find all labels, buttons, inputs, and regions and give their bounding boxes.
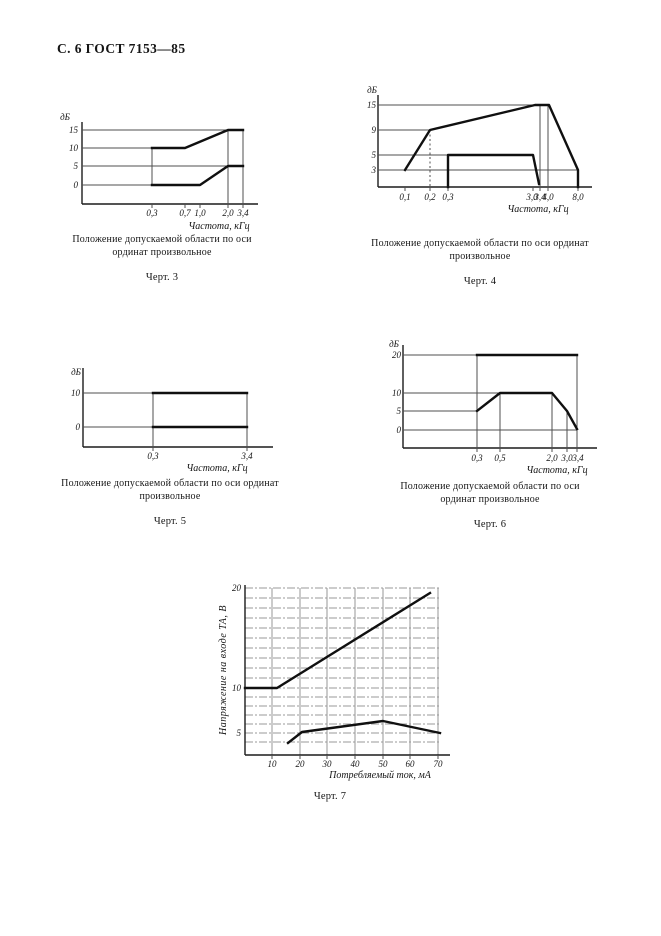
y-unit-label: дБ [389,339,400,349]
figure-label: Черт. 3 [145,272,179,283]
y-unit-label: дБ [60,112,71,122]
x-tick-label: 0,3 [147,451,159,461]
y-tick-label: 20 [232,583,242,593]
figure-label: Черт. 7 [313,791,347,802]
y-tick-label: 0 [76,422,81,432]
y-tick-label: 3 [371,165,377,175]
y-tick-label: 0 [397,425,402,435]
x-axis-label: Частота, кГц [526,465,587,476]
figure-label: Черт. 5 [153,516,187,527]
x-tick-label: 10 [268,759,278,769]
y-tick-label: 5 [372,150,377,160]
figure-4-chart: дБ 15 9 5 3 0,1 0,2 0,3 3,0 3,4 4,0 8,0 Частота, кГц [358,83,598,223]
x-tick-label: 2,0 [222,208,234,218]
y-tick-label: 0 [74,180,79,190]
x-tick-label: 20 [296,759,306,769]
x-axis-label: Частота, кГц [186,463,247,474]
caption-line: ординат произвольное [112,247,212,258]
figure-4-caption: Положение допускаемой области по оси орд… [359,237,601,288]
caption-line: ординат произвольное [440,494,540,505]
x-tick-label: 4,0 [542,192,554,202]
y-tick-label: 10 [232,683,242,693]
page-header: С. 6 ГОСТ 7153—85 [57,41,186,56]
x-tick-label: 3,4 [236,208,249,218]
y-tick-label: 10 [392,388,402,398]
y-tick-label: 10 [71,388,81,398]
x-tick-label: 0,1 [399,192,410,202]
upper-limit-line [403,103,580,189]
x-tick-label: 3,0 [560,453,573,463]
upper-limit-line [150,128,245,150]
y-axis-label: Напряжение на входе ТА, В [218,605,229,736]
x-tick-label: 1,0 [194,208,206,218]
x-tick-label: 0,3 [442,192,454,202]
figure-label: Черт. 4 [463,276,497,287]
x-tick-label: 2,0 [546,453,558,463]
y-tick-label: 15 [69,125,79,135]
x-tick-label: 0,3 [471,453,483,463]
x-tick-label: 40 [351,759,361,769]
figure-5-caption: Положение допускаемой области по оси орд… [50,477,290,528]
x-axis-label: Потребляемый ток, мА [328,770,432,781]
y-tick-label: 5 [397,406,402,416]
x-tick-label: 70 [434,759,444,769]
x-tick-label: 3,4 [571,453,584,463]
y-tick-label: 5 [74,161,79,171]
caption-line: Положение допускаемой области по оси [72,234,252,245]
figure-6-chart: дБ 20 10 5 0 0,3 0,5 2,0 3,0 3,4 Частота, кГц [385,335,600,480]
x-tick-label: 0,3 [146,208,158,218]
figure-5-chart: дБ 10 0 0,3 3,4 Частота, кГц [55,360,280,480]
x-tick-label: 0,2 [424,192,436,202]
upper-curve [243,591,432,690]
x-tick-label: 0,5 [494,453,506,463]
x-tick-label: 3,4 [533,192,546,202]
x-axis-label: Частота, кГц [507,204,568,215]
lower-limit-line [446,153,541,189]
figure-label: Черт. 6 [473,519,507,530]
figure-7-chart: 20 10 5 10 20 30 40 50 60 70 Потребляемый ток, мА Н… [210,575,462,790]
figure-3-chart: дБ 15 10 5 0 0,3 0,7 1,0 2,0 3,4 Частота, кГц [52,100,267,235]
y-unit-label: дБ [367,85,378,95]
y-tick-label: 20 [392,350,402,360]
y-unit-label: дБ [71,367,82,377]
figure-6-caption: Положение допускаемой области по оси орд… [380,480,600,531]
x-tick-label: 60 [406,759,416,769]
figure-3-caption: Положение допускаемой области по оси орд… [52,233,272,284]
y-tick-label: 15 [367,100,377,110]
lower-limit-line [150,164,245,187]
x-axis-label: Частота, кГц [188,221,249,232]
y-tick-label: 9 [372,125,377,135]
x-tick-label: 3,4 [240,451,253,461]
y-tick-label: 5 [237,728,242,738]
lower-limit-line [475,391,579,431]
caption-line: произвольное [449,251,511,262]
x-tick-label: 8,0 [572,192,584,202]
x-tick-label: 3,0 [525,192,538,202]
y-tick-label: 10 [69,143,79,153]
figure-7-caption: Черт. 7 [230,790,430,803]
lower-curve [286,719,442,745]
caption-line: Положение допускаемой области по оси орд… [61,478,279,489]
caption-line: Положение допускаемой области по оси орд… [371,238,589,249]
x-tick-label: 0,7 [179,208,191,218]
caption-line: Положение допускаемой области по оси [400,481,580,492]
caption-line: произвольное [139,491,201,502]
x-tick-label: 50 [379,759,389,769]
x-tick-label: 30 [322,759,333,769]
